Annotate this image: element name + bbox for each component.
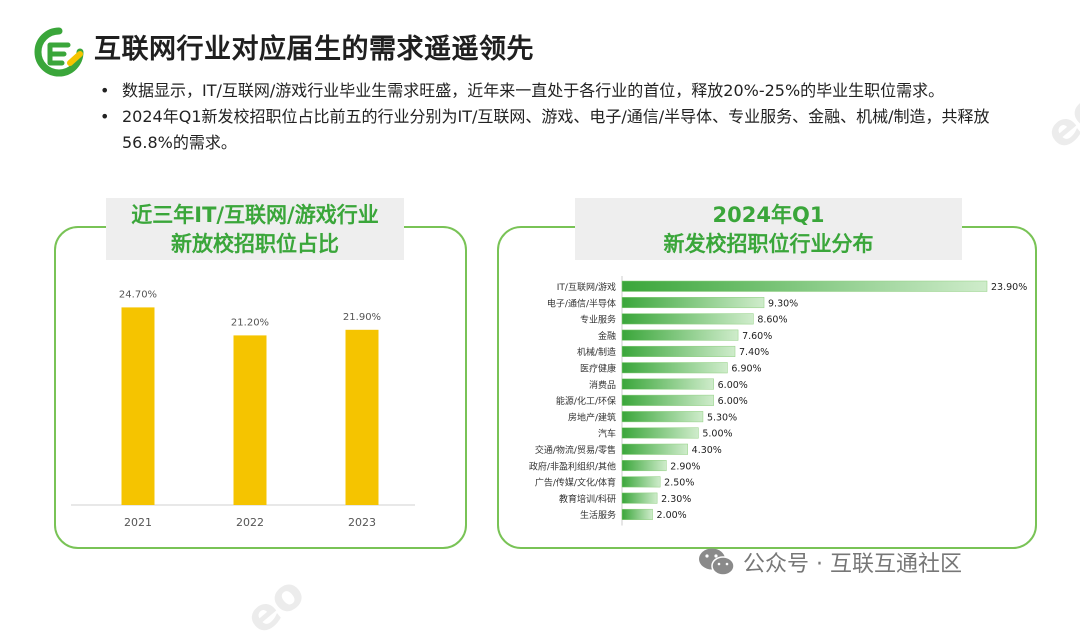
watermark-text: 公众号 · 互联互通社区 (743, 552, 962, 577)
bar-机械/制造 (621, 345, 736, 357)
right-panel-title-line2: 新发校招职位行业分布 (663, 232, 874, 256)
left-panel-title-line1: 近三年IT/互联网/游戏行业 (131, 203, 379, 227)
bar-value-label: 6.90% (731, 364, 761, 375)
y-tick-label: 交通/物流/贸易/零售 (535, 444, 616, 456)
bullet-list: • 数据显示，IT/互联网/游戏行业毕业生需求旺盛，近年来一直处于各行业的首位，… (100, 78, 1030, 156)
left-panel-title: 近三年IT/互联网/游戏行业 新放校招职位占比 (106, 198, 404, 260)
bar-房地产/建筑 (621, 411, 704, 423)
bar-广告/传媒/文化/体育 (621, 476, 661, 488)
bar-金融 (621, 329, 739, 341)
right-chart-panel (497, 226, 1037, 549)
x-tick-label: 2023 (348, 516, 376, 529)
y-tick-label: IT/互联网/游戏 (557, 281, 616, 293)
x-tick-label: 2022 (236, 516, 264, 529)
y-tick-label: 电子/通信/半导体 (547, 297, 616, 309)
bullet-text: 数据显示，IT/互联网/游戏行业毕业生需求旺盛，近年来一直处于各行业的首位，释放… (122, 81, 945, 100)
yearly-share-bar-chart: 24.70% 2021 21.20% 2022 21.90% 2023 (71, 289, 415, 529)
y-tick-label: 机械/制造 (577, 346, 616, 358)
bar-value-label: 23.90% (991, 282, 1027, 293)
watermark: 公众号 · 互联互通社区 (697, 546, 962, 578)
bar-value-label: 2.90% (670, 461, 700, 472)
bar-生活服务 (621, 508, 653, 520)
bullet-item: • 数据显示，IT/互联网/游戏行业毕业生需求旺盛，近年来一直处于各行业的首位，… (100, 78, 1030, 104)
bar-value-label: 2.50% (664, 478, 694, 489)
bar-汽车 (621, 427, 699, 439)
bar-电子/通信/半导体 (621, 297, 765, 309)
page-title: 互联网行业对应届生的需求遥遥领先 (94, 34, 534, 65)
y-tick-label: 消费品 (589, 379, 616, 391)
bullet-text: 2024年Q1新发校招职位占比前五的行业分别为IT/互联网、游戏、电子/通信/半… (122, 107, 990, 152)
y-tick-label: 教育培训/科研 (559, 493, 616, 505)
y-tick-label: 医疗健康 (580, 363, 616, 375)
bar-value-label: 8.60% (757, 315, 787, 326)
bar-交通/物流/贸易/零售 (621, 443, 688, 455)
y-tick-label: 专业服务 (580, 314, 616, 326)
bar-value-label: 5.30% (707, 412, 737, 423)
x-tick-label: 2021 (124, 516, 152, 529)
y-tick-label: 金融 (598, 330, 616, 342)
bar-value-label: 4.30% (692, 445, 722, 456)
bullet-item: • 2024年Q1新发校招职位占比前五的行业分别为IT/互联网、游戏、电子/通信… (100, 104, 1030, 156)
bar-教育培训/科研 (621, 492, 658, 504)
y-tick-label: 生活服务 (580, 509, 616, 521)
bar-政府/非盈利组织/其他 (621, 460, 667, 472)
y-tick-label: 政府/非盈利组织/其他 (529, 460, 616, 472)
bar-IT/互联网/游戏 (621, 280, 988, 292)
right-panel-title-line1: 2024年Q1 (712, 203, 825, 227)
bar-value-label: 5.00% (702, 429, 732, 440)
bullet-dot: • (100, 107, 110, 126)
bar-value-label: 2.30% (661, 494, 691, 505)
industry-distribution-bar-chart: IT/互联网/游戏 23.90% 电子/通信/半导体 9.30% 专业服务 8.60% 金融… (529, 276, 1027, 526)
bar-医疗健康 (621, 362, 728, 374)
bar-value-label: 7.60% (742, 331, 772, 342)
y-tick-label: 房地产/建筑 (568, 411, 616, 423)
bar-专业服务 (621, 313, 754, 325)
bar-value-label: 2.00% (657, 510, 687, 521)
bar-value-label: 9.30% (768, 298, 798, 309)
background-mark: eo (1035, 81, 1080, 160)
background-mark: eo (235, 566, 315, 644)
left-panel-title-line2: 新放校招职位占比 (171, 232, 339, 256)
y-tick-label: 能源/化工/环保 (556, 395, 616, 407)
bar-消费品 (621, 378, 714, 390)
wechat-icon (699, 548, 735, 576)
bar-2021 (121, 307, 155, 505)
bar-2022 (233, 335, 267, 505)
bar-能源/化工/环保 (621, 394, 714, 406)
right-panel-title: 2024年Q1 新发校招职位行业分布 (575, 198, 962, 260)
bar-value-label: 6.00% (718, 396, 748, 407)
y-tick-label: 广告/传媒/文化/体育 (535, 477, 616, 489)
brand-logo-icon (34, 27, 84, 77)
bar-2023 (345, 329, 379, 505)
bar-value-label: 7.40% (739, 347, 769, 358)
bar-value-label: 21.90% (343, 312, 381, 323)
bar-value-label: 24.70% (119, 289, 157, 300)
y-tick-label: 汽车 (598, 428, 616, 440)
bar-value-label: 21.20% (231, 317, 269, 328)
bullet-dot: • (100, 81, 110, 100)
bar-value-label: 6.00% (718, 380, 748, 391)
